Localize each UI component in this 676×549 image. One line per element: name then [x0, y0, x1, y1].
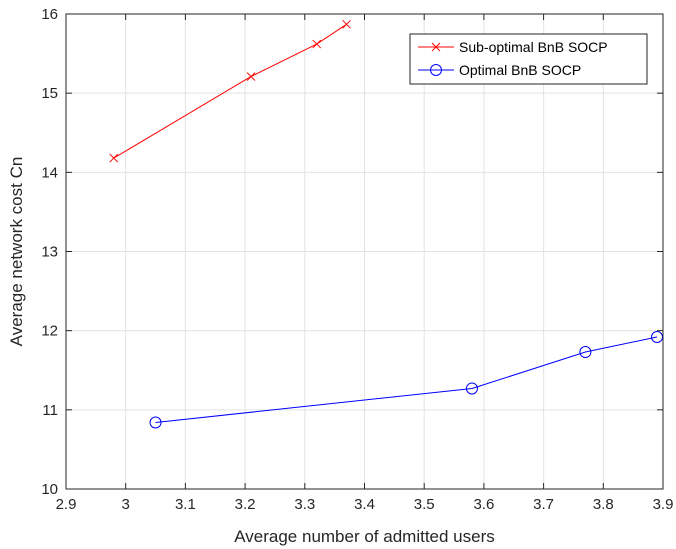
x-tick-label: 3.6 [473, 496, 494, 513]
legend-marker [431, 42, 441, 52]
x-tick-label: 3.8 [593, 496, 614, 513]
series-layer [109, 19, 664, 429]
marker-stroke [109, 153, 119, 163]
x-tick-label: 2.9 [56, 496, 77, 513]
y-tick-label: 16 [41, 6, 58, 23]
legend: Sub-optimal BnB SOCP Optimal BnB SOCP [409, 33, 648, 85]
y-tick-label: 14 [41, 164, 58, 181]
x-tick-label: 3 [122, 496, 130, 513]
data-point [579, 346, 592, 359]
x-tick-label: 3.2 [235, 496, 256, 513]
data-point [312, 39, 322, 49]
axis-ticks: 2.9 3 3.1 3.2 3.3 3.4 3.5 3.6 3.7 3.8 3.9 10 11 12 13 1… [41, 6, 673, 513]
legend-entry: Sub-optimal BnB SOCP [418, 39, 608, 55]
legend-box [409, 33, 648, 85]
y-tick-label: 13 [41, 244, 58, 261]
legend-label: Optimal BnB SOCP [459, 62, 581, 78]
x-tick-label: 3.9 [653, 496, 674, 513]
series-2 [149, 331, 664, 429]
marker-stroke [431, 42, 441, 52]
series-1 [109, 19, 351, 163]
x-tick-label: 3.1 [175, 496, 196, 513]
marker-stroke [246, 72, 256, 81]
grid-lines [66, 14, 663, 489]
y-tick-label: 10 [41, 481, 58, 498]
y-tick-label: 11 [42, 402, 58, 419]
legend-label: Sub-optimal BnB SOCP [459, 39, 608, 55]
data-point [109, 153, 119, 163]
y-tick-label: 15 [41, 85, 58, 102]
data-point [342, 19, 351, 29]
x-tick-label: 3.3 [294, 496, 315, 513]
y-axis-title: Average network cost Cn [7, 157, 26, 347]
x-tick-label: 3.5 [414, 496, 435, 513]
marker-stroke [312, 39, 322, 49]
data-point [149, 416, 162, 429]
x-tick-label: 3.7 [533, 496, 554, 513]
series-line [113, 23, 347, 159]
legend-marker [430, 64, 442, 76]
marker-stroke [342, 19, 351, 29]
x-axis-title: Average number of admitted users [234, 527, 495, 546]
x-tick-label: 3.4 [354, 496, 375, 513]
data-point [465, 382, 478, 395]
legend-entry: Optimal BnB SOCP [418, 62, 581, 78]
y-tick-label: 12 [41, 323, 58, 340]
data-point [246, 72, 256, 81]
series-line [155, 336, 658, 423]
